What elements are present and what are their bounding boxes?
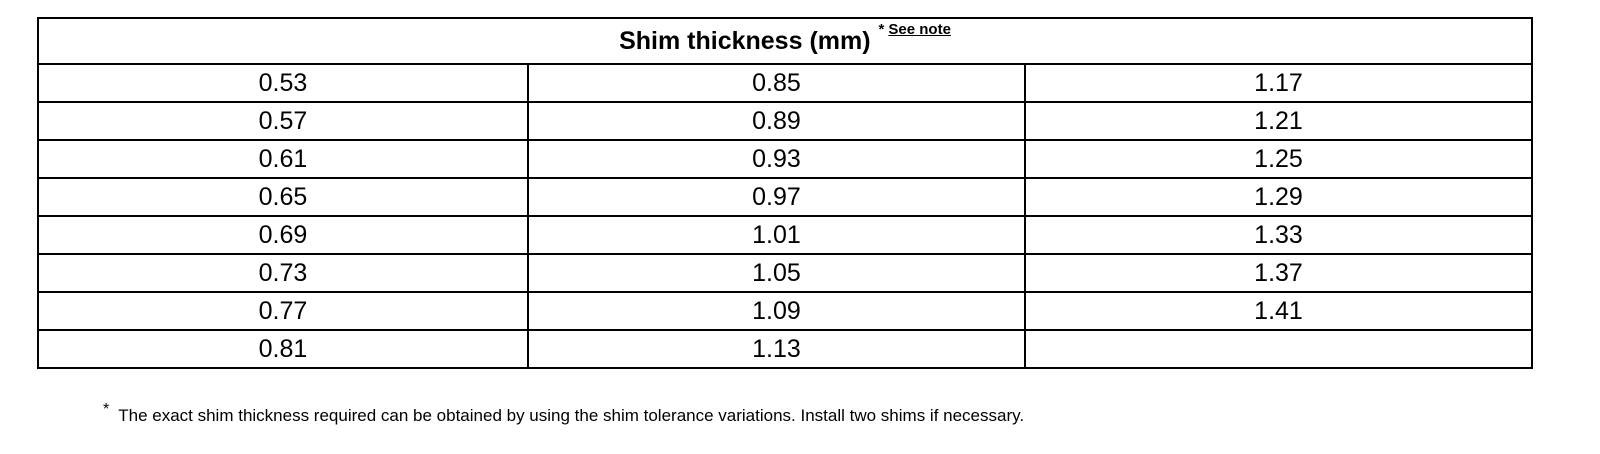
table-cell: 1.13 [527,329,1026,369]
table-header-row: Shim thickness (mm) * See note [36,17,1534,65]
table-cell: 1.21 [1023,101,1534,141]
table-row: 0.57 0.89 1.21 [37,101,1534,141]
table-cell: 1.25 [1023,139,1534,179]
table-cell: 0.77 [37,291,529,331]
note-asterisk: * [878,21,885,39]
table-cell: 1.41 [1023,291,1534,331]
table-row: 0.73 1.05 1.37 [37,253,1534,293]
table-cell: 0.61 [37,139,529,179]
shim-thickness-table: Shim thickness (mm) * See note 0.53 0.85 1… [36,17,1534,369]
table-cell: 0.65 [37,177,529,217]
table-cell: 0.85 [527,63,1026,103]
table-cell: 1.29 [1023,177,1534,217]
table-cell: 0.93 [527,139,1026,179]
table-cell: 0.97 [527,177,1026,217]
see-note-link[interactable]: See note [888,21,951,39]
table-cell: 1.01 [527,215,1026,255]
table-cell: 1.37 [1023,253,1534,293]
table-row: 0.65 0.97 1.29 [37,177,1534,217]
note-reference: * See note [879,22,951,37]
footnote-asterisk: * [103,401,110,418]
table-cell: 0.53 [37,63,529,103]
table-row: 0.53 0.85 1.17 [37,63,1534,103]
table-cell: 0.89 [527,101,1026,141]
table-cell: 0.57 [37,101,529,141]
footnote-text: The exact shim thickness required can be… [118,406,1025,425]
table-cell: 0.69 [37,215,529,255]
table-body: 0.53 0.85 1.17 0.57 0.89 1.21 0.61 0.93 … [37,63,1534,369]
table-row: 0.69 1.01 1.33 [37,215,1534,255]
table-title-cell: Shim thickness (mm) * See note [36,17,1534,65]
table-cell: 0.73 [37,253,529,293]
table-row: 0.61 0.93 1.25 [37,139,1534,179]
table-cell: 1.33 [1023,215,1534,255]
table-cell: 1.05 [527,253,1026,293]
footnote: * The exact shim thickness required can b… [103,401,1025,426]
table-title: Shim thickness (mm) [619,26,871,55]
table-cell: 1.09 [527,291,1026,331]
table-cell-empty [1023,329,1534,369]
table-cell: 0.81 [37,329,529,369]
table-row: 0.77 1.09 1.41 [37,291,1534,331]
table-row: 0.81 1.13 [37,329,1534,369]
table-cell: 1.17 [1023,63,1534,103]
